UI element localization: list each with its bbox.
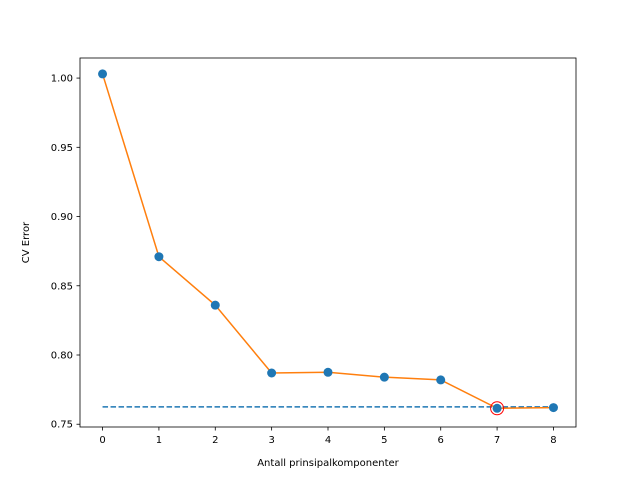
x-tick-label: 7 — [494, 435, 500, 446]
x-tick-label: 4 — [325, 435, 331, 446]
x-tick-label: 1 — [156, 435, 162, 446]
x-tick-label: 8 — [550, 435, 556, 446]
x-axis-label: Antall prinsipalkomponenter — [257, 458, 399, 469]
x-tick-label: 0 — [99, 435, 105, 446]
data-point — [154, 252, 164, 262]
y-tick-label: 0.75 — [51, 420, 73, 431]
x-tick-label: 2 — [212, 435, 218, 446]
y-axis-label: CV Error — [21, 221, 32, 263]
series-layer — [98, 69, 558, 416]
data-point — [492, 403, 502, 413]
data-point — [548, 403, 558, 413]
data-point — [210, 300, 220, 310]
data-point — [436, 375, 446, 385]
y-tick-label: 1.00 — [51, 74, 73, 85]
data-point — [323, 367, 333, 377]
y-tick-label: 0.90 — [51, 212, 73, 223]
data-point — [98, 69, 108, 79]
data-point — [379, 372, 389, 382]
y-tick-label: 0.85 — [51, 281, 73, 292]
x-tick-label: 3 — [268, 435, 274, 446]
axes-layer: 0 1 2 3 4 5 6 7 8 0.75 0.80 0.85 0.90 0.95 1.00 — [51, 57, 577, 446]
y-tick-label: 0.95 — [51, 143, 73, 154]
highlight-ring — [490, 401, 505, 416]
y-tick-label: 0.80 — [51, 351, 73, 362]
data-point — [267, 368, 277, 378]
x-tick-label: 5 — [381, 435, 387, 446]
x-tick-label: 6 — [438, 435, 444, 446]
